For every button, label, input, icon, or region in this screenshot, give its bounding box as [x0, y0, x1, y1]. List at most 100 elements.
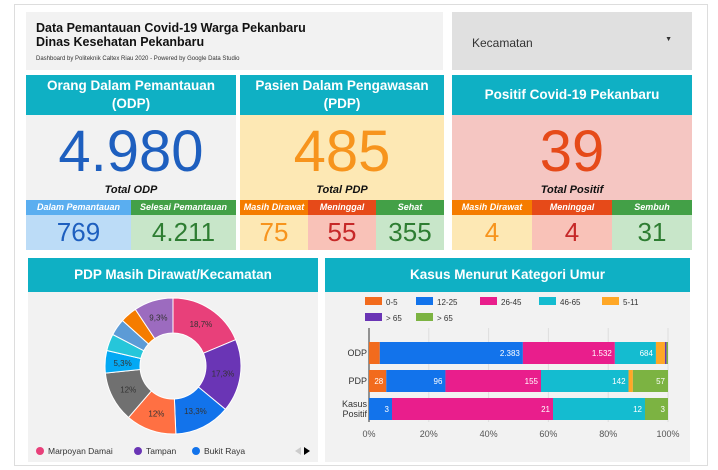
bar-segment[interactable] [645, 398, 668, 420]
card-total: 4.980 Total ODP [26, 115, 236, 200]
bar-segment[interactable] [655, 342, 665, 364]
bar-value-label: 28 [374, 377, 383, 386]
sub-value: 769 [26, 215, 131, 250]
legend-label: > 65 [386, 314, 402, 323]
sub-metric: Masih Dirawat 75 [240, 200, 308, 250]
kecamatan-dropdown[interactable]: Kecamatan ▼ [452, 12, 692, 70]
card-1: Pasien Dalam Pengawasan (PDP) 485 Total P… [240, 75, 444, 250]
card-total: 485 Total PDP [240, 115, 444, 200]
slice-label: 12% [120, 385, 136, 394]
legend-swatch [602, 297, 619, 305]
sub-metric: Selesai Pemantauan 4.211 [131, 200, 236, 250]
x-tick-label: 40% [480, 429, 498, 439]
x-tick-label: 20% [420, 429, 438, 439]
legend-label: 0-5 [386, 298, 398, 307]
card-title: Orang Dalam Pemantauan (ODP) [26, 75, 236, 115]
category-label: Kasus [342, 399, 368, 409]
legend-label: Tampan [146, 446, 177, 456]
bar-segment[interactable] [541, 370, 629, 392]
bar-segment[interactable] [522, 342, 615, 364]
legend-marker [192, 447, 200, 455]
slice-label: 5,3% [113, 359, 131, 368]
sub-metric: Sembuh 31 [612, 200, 692, 250]
x-tick-label: 60% [539, 429, 557, 439]
bar-value-label: 96 [434, 377, 443, 386]
sub-label: Meninggal [308, 200, 376, 215]
sub-metric: Dalam Pemantauan 769 [26, 200, 131, 250]
legend-swatch [365, 313, 382, 321]
page-title: Data Pemantauan Covid-19 Warga Pekanbaru [36, 21, 306, 35]
donut-title: PDP Masih Dirawat/Kecamatan [28, 258, 318, 292]
legend-label: Marpoyan Damai [48, 446, 113, 456]
bar-segment[interactable] [553, 398, 645, 420]
caret-down-icon: ▼ [665, 36, 672, 43]
sub-value: 75 [240, 215, 308, 250]
sub-value: 55 [308, 215, 376, 250]
sub-label: Sembuh [612, 200, 692, 215]
card-title: Pasien Dalam Pengawasan (PDP) [240, 75, 444, 115]
bar-value-label: 1.532 [592, 349, 613, 358]
bar-value-label: 3 [385, 405, 390, 414]
sub-label: Dalam Pemantauan [26, 200, 131, 215]
sub-metric: Sehat 355 [376, 200, 444, 250]
legend-label: 46-65 [560, 298, 581, 307]
slice-label: 12% [148, 410, 164, 419]
bar-value-label: 12 [633, 405, 642, 414]
legend-label: Bukit Raya [204, 446, 245, 456]
donut-chart: 18,7% 17,3% 13,3% 12% 12% 5,3% 9,3% Marpoyan Da… [36, 297, 310, 456]
sub-label: Meninggal [532, 200, 612, 215]
sub-label: Masih Dirawat [452, 200, 532, 215]
legend-marker [36, 447, 44, 455]
bar-segment[interactable] [664, 342, 667, 364]
total-value: 4.980 [58, 119, 204, 184]
category-label: Positif [342, 409, 367, 419]
bar-segment[interactable] [666, 342, 668, 364]
bar-segment[interactable] [614, 342, 656, 364]
donut-slice[interactable] [134, 297, 174, 340]
sub-value: 4 [452, 215, 532, 250]
category-label: PDP [348, 376, 367, 386]
legend-swatch [416, 313, 433, 321]
slice-label: 18,7% [190, 320, 213, 329]
bar-value-label: 3 [661, 405, 666, 414]
legend-next-icon[interactable] [304, 447, 310, 455]
bar-segment[interactable] [379, 342, 523, 364]
sub-value: 355 [376, 215, 444, 250]
legend-swatch [539, 297, 556, 305]
slice-label: 17,3% [212, 369, 235, 378]
bar-value-label: 155 [525, 377, 539, 386]
bar-segment[interactable] [445, 370, 542, 392]
legend-swatch [365, 297, 382, 305]
legend-label: 26-45 [501, 298, 522, 307]
bar-segment[interactable] [386, 370, 446, 392]
bar-segment[interactable] [392, 398, 553, 420]
dropdown-label: Kecamatan [472, 36, 533, 50]
bar-segment[interactable] [369, 398, 392, 420]
card-title: Positif Covid-19 Pekanbaru [452, 75, 692, 115]
sub-label: Masih Dirawat [240, 200, 308, 215]
x-tick-label: 100% [656, 429, 679, 439]
sub-value: 31 [612, 215, 692, 250]
bar-title: Kasus Menurut Kategori Umur [325, 258, 690, 292]
bar-segment[interactable] [369, 342, 380, 364]
bar-segment[interactable] [628, 370, 633, 392]
legend-label: 12-25 [437, 298, 458, 307]
sub-metric: Masih Dirawat 4 [452, 200, 532, 250]
legend-swatch [416, 297, 433, 305]
x-tick-label: 0% [362, 429, 375, 439]
stacked-bar-chart: 0-5 12-25 26-45 46-65 5-11 > 65 > 65 0% 20% 40% 60… [342, 297, 680, 439]
bar-value-label: 684 [640, 349, 654, 358]
sub-value: 4.211 [131, 215, 236, 250]
legend-prev-icon[interactable] [295, 447, 301, 455]
sub-metric: Meninggal 4 [532, 200, 612, 250]
bar-value-label: 57 [656, 377, 665, 386]
bar-segment[interactable] [632, 370, 668, 392]
bar-segment[interactable] [369, 370, 387, 392]
total-value: 39 [539, 119, 605, 184]
bar-panel: Kasus Menurut Kategori Umur 0-5 12-25 26-4… [325, 258, 690, 462]
slice-label: 9,3% [149, 314, 167, 323]
bar-value-label: 21 [541, 405, 550, 414]
card-total: 39 Total Positif [452, 115, 692, 200]
total-value: 485 [293, 119, 391, 184]
bar-value-label: 2.383 [500, 349, 521, 358]
